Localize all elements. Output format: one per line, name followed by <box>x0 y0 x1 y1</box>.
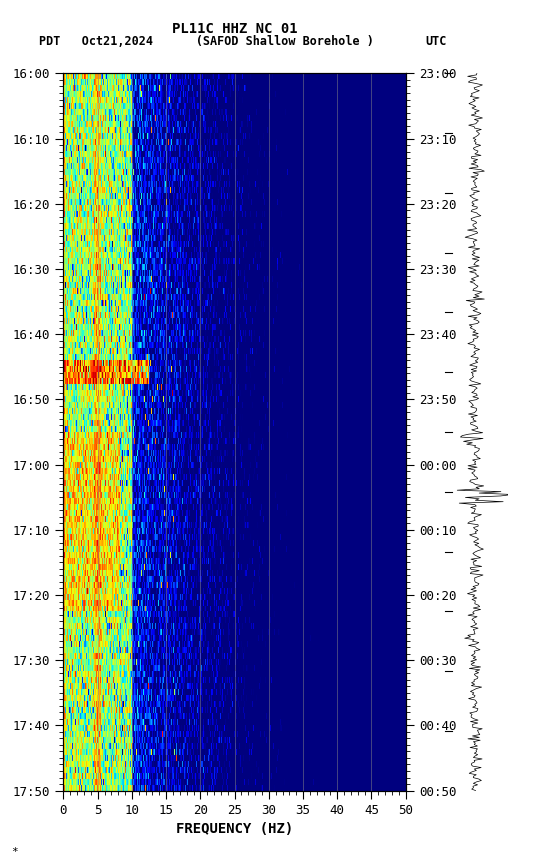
Text: UTC: UTC <box>425 35 447 48</box>
Text: PL11C HHZ NC 01: PL11C HHZ NC 01 <box>172 22 298 35</box>
X-axis label: FREQUENCY (HZ): FREQUENCY (HZ) <box>176 823 293 836</box>
Text: *: * <box>11 848 18 857</box>
Text: PDT   Oct21,2024      (SAFOD Shallow Borehole ): PDT Oct21,2024 (SAFOD Shallow Borehole ) <box>39 35 374 48</box>
